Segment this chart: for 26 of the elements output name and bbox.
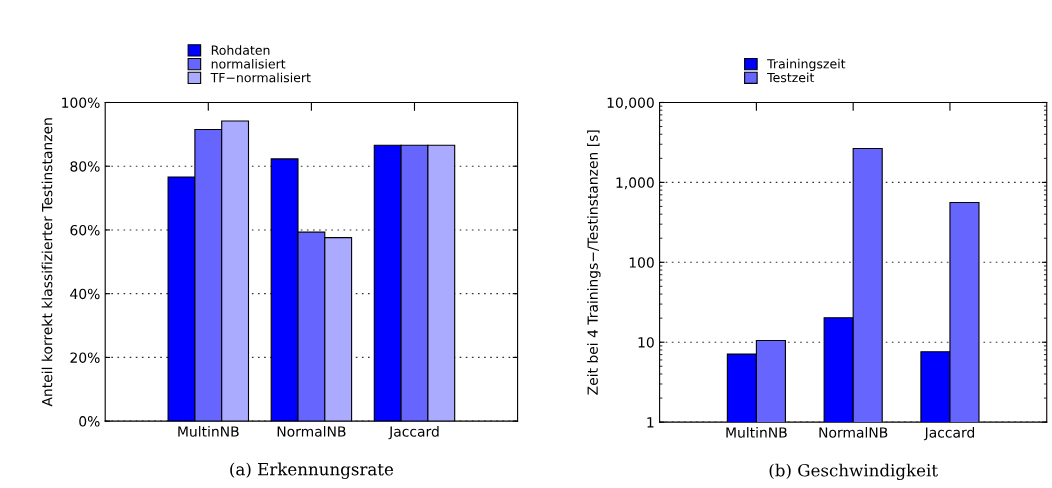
- y-axis-title: Zeit bei 4 Trainings−/Testinstanzen [s]: [587, 130, 601, 395]
- text: (a) Erkennungsrate: [230, 462, 394, 479]
- legend-label: normalisiert: [211, 58, 286, 69]
- x-tick-label: NormalNB: [277, 426, 346, 437]
- y-tick-label: 1,000: [616, 177, 654, 190]
- y-tick-label: 0%: [79, 416, 100, 427]
- x-tick-label: Jaccard: [388, 426, 439, 440]
- y-tick-label: 10,000: [607, 97, 654, 110]
- legend-label: Rohdaten: [211, 45, 270, 55]
- y-tick-label: 100%: [62, 97, 100, 108]
- y-tick-label: 1: [647, 417, 654, 428]
- y-tick-label: 10: [638, 337, 654, 348]
- y-tick-label: 100: [629, 257, 654, 268]
- y-tick-label: 40%: [70, 288, 100, 300]
- x-tick-label: MultinNB: [726, 426, 787, 438]
- y-axis-title: Anteil korrekt klassifizierter Testinstanzen: [41, 118, 53, 407]
- legend-label: Testzeit: [767, 72, 815, 83]
- text: (b) Geschwindigkeit: [769, 463, 938, 481]
- x-tick-label: Jaccard: [923, 426, 975, 441]
- legend-label: TF−normalisiert: [210, 72, 311, 83]
- x-tick-label: NormalNB: [819, 426, 888, 438]
- y-tick-label: 20%: [70, 352, 100, 363]
- y-tick-label: 60%: [70, 224, 100, 236]
- legend-label: Trainingszeit: [767, 58, 846, 71]
- y-tick-label: 80%: [70, 161, 100, 172]
- x-tick-label: MultinNB: [178, 426, 239, 437]
